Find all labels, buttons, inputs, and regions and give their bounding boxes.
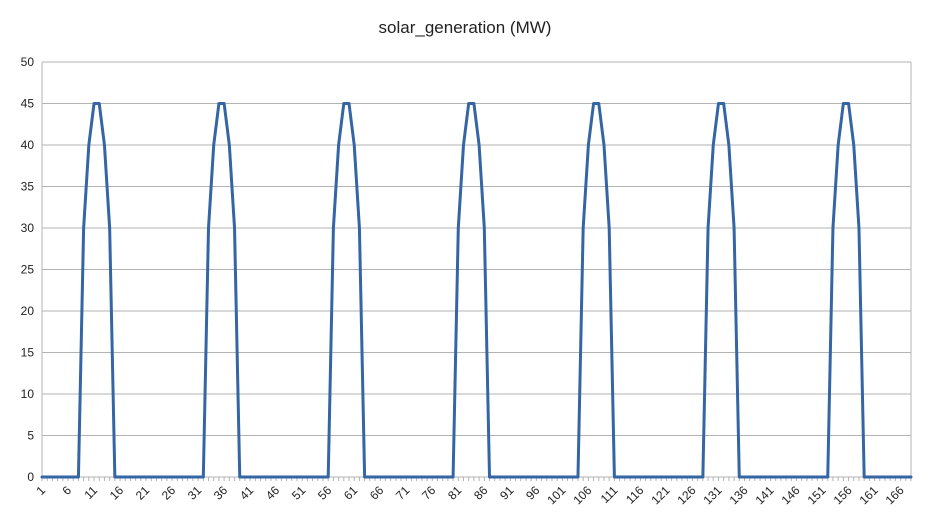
x-tick-label: 111 (598, 483, 621, 506)
x-tick-label: 31 (185, 483, 205, 503)
x-tick-label: 126 (675, 483, 699, 507)
x-tick-label: 26 (159, 483, 179, 503)
x-tick-label: 46 (263, 483, 283, 503)
x-tick-label: 121 (648, 483, 672, 507)
x-tick-label: 11 (81, 483, 100, 502)
y-tick-label: 15 (21, 346, 35, 360)
x-tick-label: 166 (883, 483, 907, 507)
x-tick-label: 101 (544, 483, 568, 507)
x-tick-label: 56 (315, 483, 335, 503)
y-tick-label: 45 (21, 97, 35, 111)
x-tick-label: 106 (570, 483, 594, 507)
x-tick-label: 51 (289, 483, 309, 503)
x-tick-label: 71 (393, 483, 413, 503)
y-tick-label: 25 (21, 263, 35, 277)
y-tick-label: 50 (21, 55, 35, 69)
x-tick-label: 141 (753, 483, 777, 507)
x-tick-labels: 1 6 11 16 21 26 31 36 41 46 51 56 61 66 71 76 81 86 91 96 10… (33, 483, 906, 507)
x-tick-label: 116 (623, 483, 647, 507)
x-tick-label: 6 (60, 483, 75, 498)
x-tick-label: 91 (497, 483, 517, 503)
y-tick-label: 40 (21, 138, 35, 152)
x-tick-label: 146 (779, 483, 803, 507)
x-tick-label: 136 (727, 483, 751, 507)
y-tick-label: 0 (27, 470, 34, 484)
x-tick-label: 61 (341, 483, 361, 503)
x-tick-label: 81 (445, 483, 465, 503)
x-tick-label: 16 (107, 483, 127, 503)
x-tick-label: 21 (133, 483, 153, 503)
x-tick-label: 96 (523, 483, 543, 503)
y-tick-label: 5 (27, 429, 34, 443)
y-tick-label: 30 (21, 221, 35, 235)
x-tick-label: 66 (367, 483, 387, 503)
chart-title: solar_generation (MW) (378, 18, 552, 37)
x-tick-label: 161 (857, 483, 881, 507)
x-tick-label: 41 (237, 483, 257, 503)
x-tick-label: 86 (471, 483, 491, 503)
y-tick-label: 35 (21, 180, 35, 194)
y-tick-label: 10 (21, 387, 35, 401)
x-tick-label: 156 (831, 483, 855, 507)
y-tick-label: 20 (21, 304, 35, 318)
series-layer (40, 102, 913, 479)
x-tick-label: 131 (701, 483, 725, 507)
x-tick-label: 1 (33, 483, 48, 498)
y-tick-labels: 0 5 10 15 20 25 30 35 40 45 50 (21, 55, 35, 484)
x-tick-label: 151 (805, 483, 829, 507)
series-line (40, 102, 913, 479)
x-tick-label: 36 (211, 483, 231, 503)
x-tick-label: 76 (419, 483, 439, 503)
